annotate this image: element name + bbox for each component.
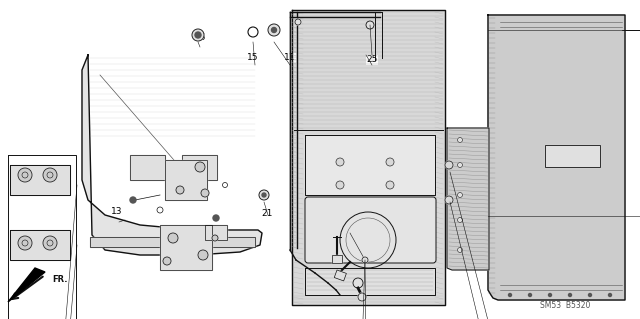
Circle shape	[362, 257, 368, 263]
Bar	[205, 225, 227, 240]
Bar	[182, 155, 217, 180]
Circle shape	[262, 193, 266, 197]
Circle shape	[43, 168, 57, 182]
Bar	[205, 225, 227, 240]
Circle shape	[509, 293, 511, 296]
Bar	[8, 155, 76, 319]
Bar	[545, 145, 600, 167]
Text: 26: 26	[195, 33, 205, 41]
Circle shape	[386, 181, 394, 189]
Text: 15: 15	[247, 54, 259, 63]
Text: 18: 18	[111, 231, 123, 240]
Bar	[182, 155, 217, 180]
Bar	[90, 237, 255, 247]
Circle shape	[458, 248, 463, 253]
Circle shape	[195, 162, 205, 172]
Circle shape	[18, 236, 32, 250]
Circle shape	[609, 293, 611, 296]
Text: 25: 25	[366, 56, 378, 64]
Circle shape	[198, 250, 208, 260]
Bar	[332, 255, 342, 263]
Circle shape	[458, 137, 463, 143]
Circle shape	[340, 212, 396, 268]
Circle shape	[353, 278, 363, 288]
Circle shape	[336, 181, 344, 189]
Text: 21: 21	[261, 209, 273, 218]
Circle shape	[458, 192, 463, 197]
Text: 11: 11	[284, 54, 296, 63]
Circle shape	[458, 218, 463, 222]
Polygon shape	[292, 10, 445, 305]
Circle shape	[445, 161, 453, 169]
Circle shape	[176, 186, 184, 194]
Bar	[130, 155, 165, 180]
Polygon shape	[10, 230, 70, 260]
Circle shape	[163, 257, 171, 265]
Circle shape	[445, 196, 453, 204]
Circle shape	[201, 189, 209, 197]
Polygon shape	[447, 128, 489, 270]
Polygon shape	[10, 165, 70, 195]
Text: 13: 13	[111, 207, 123, 217]
Text: FR.: FR.	[52, 276, 67, 285]
Circle shape	[568, 293, 572, 296]
Circle shape	[213, 215, 219, 221]
Circle shape	[386, 158, 394, 166]
Circle shape	[130, 197, 136, 203]
Bar	[165, 160, 207, 200]
Circle shape	[268, 24, 280, 36]
Bar	[130, 155, 165, 180]
Circle shape	[589, 293, 591, 296]
Polygon shape	[488, 15, 625, 300]
Circle shape	[336, 158, 344, 166]
Circle shape	[259, 190, 269, 200]
Bar	[545, 145, 600, 167]
Bar	[334, 270, 346, 281]
Circle shape	[548, 293, 552, 296]
Circle shape	[358, 293, 366, 301]
Circle shape	[212, 235, 218, 241]
Bar	[332, 255, 342, 263]
Polygon shape	[305, 135, 435, 195]
Circle shape	[168, 233, 178, 243]
Circle shape	[192, 29, 204, 41]
Bar	[160, 225, 212, 270]
Circle shape	[18, 168, 32, 182]
Circle shape	[295, 19, 301, 25]
Polygon shape	[82, 55, 262, 255]
Bar	[334, 270, 346, 281]
Polygon shape	[8, 268, 45, 302]
Text: SM53  B5320: SM53 B5320	[540, 300, 590, 309]
Circle shape	[195, 32, 201, 38]
Polygon shape	[305, 268, 435, 295]
Circle shape	[366, 21, 374, 29]
Circle shape	[529, 293, 531, 296]
Circle shape	[458, 162, 463, 167]
Circle shape	[271, 27, 276, 33]
Bar	[90, 237, 255, 247]
Bar	[160, 225, 212, 270]
FancyBboxPatch shape	[305, 197, 436, 263]
Bar	[165, 160, 207, 200]
Circle shape	[43, 236, 57, 250]
